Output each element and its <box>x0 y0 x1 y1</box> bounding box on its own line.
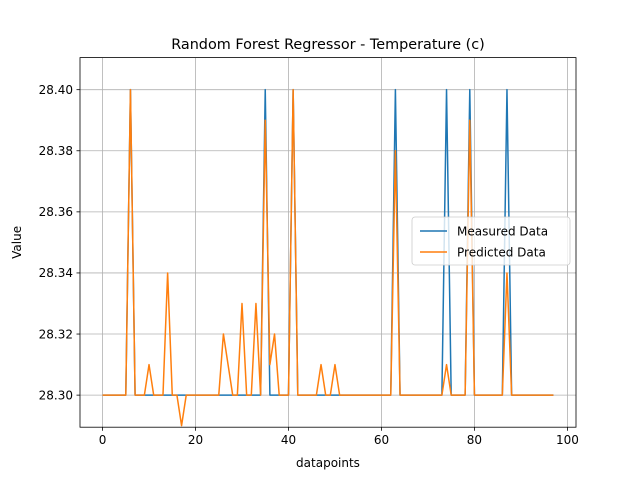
x-tick-label: 80 <box>467 433 482 447</box>
y-tick-label: 28.30 <box>39 388 73 402</box>
y-tick-label: 28.32 <box>39 327 73 341</box>
predicted-data-line <box>102 88 554 427</box>
y-tick-label: 28.40 <box>39 83 73 97</box>
predicted-data-legend-label: Predicted Data <box>457 245 546 259</box>
x-tick-label: 40 <box>281 433 296 447</box>
y-axis-ticks: 28.30 28.32 28.34 28.36 28.38 28.40 <box>39 83 80 402</box>
series-lines <box>102 88 554 427</box>
x-tick-label: 100 <box>556 433 579 447</box>
plot-frame <box>79 57 577 428</box>
grid-lines <box>80 57 576 428</box>
x-tick-label: 20 <box>188 433 203 447</box>
legend-box <box>411 216 571 266</box>
y-tick-label: 28.36 <box>39 205 73 219</box>
y-axis-label: Value <box>10 226 24 259</box>
y-tick-label: 28.38 <box>39 144 73 158</box>
measured-data-legend-label: Measured Data <box>457 224 548 238</box>
x-tick-label: 60 <box>374 433 389 447</box>
x-tick-label: 0 <box>99 433 107 447</box>
x-axis-ticks: 0 20 40 60 80 100 <box>99 427 579 447</box>
legend: Measured Data Predicted Data <box>411 216 571 266</box>
chart-title: Random Forest Regressor - Temperature (c… <box>171 37 485 53</box>
x-axis-label: datapoints <box>296 456 360 470</box>
y-tick-label: 28.34 <box>39 266 73 280</box>
